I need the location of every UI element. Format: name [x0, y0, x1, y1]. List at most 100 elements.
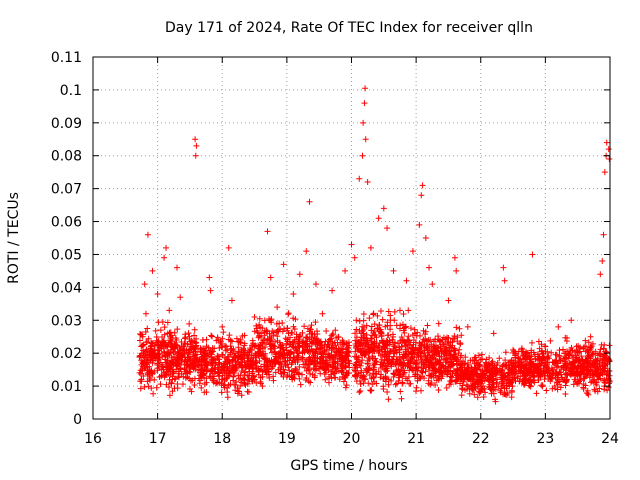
data-point [601, 365, 608, 372]
data-point [218, 389, 225, 396]
data-point [238, 356, 245, 363]
data-point [277, 344, 284, 351]
x-tick-label: 18 [213, 431, 231, 447]
data-point [535, 376, 542, 383]
data-point [377, 361, 384, 368]
data-point [538, 355, 545, 362]
data-points [136, 85, 613, 405]
data-point [511, 348, 518, 355]
data-point [264, 228, 271, 235]
data-point [161, 331, 168, 338]
data-point [356, 175, 363, 182]
data-point [577, 370, 584, 377]
data-point [305, 348, 312, 355]
data-point [241, 342, 248, 349]
data-point [231, 381, 238, 388]
data-point [414, 375, 421, 382]
data-point [371, 321, 378, 328]
data-point [325, 363, 332, 370]
data-point [453, 358, 460, 365]
data-point [287, 348, 294, 355]
data-point [360, 335, 367, 342]
data-point [142, 310, 149, 317]
data-point [458, 332, 465, 339]
data-point [492, 396, 499, 403]
data-point [436, 338, 443, 345]
data-point [462, 354, 469, 361]
data-point [401, 360, 408, 367]
data-point [392, 348, 399, 355]
data-point [137, 352, 144, 359]
data-point [212, 360, 219, 367]
data-point [270, 373, 277, 380]
data-point [389, 331, 396, 338]
data-point [458, 385, 465, 392]
data-point [235, 372, 242, 379]
data-point [175, 368, 182, 375]
data-point [407, 339, 414, 346]
data-point [281, 350, 288, 357]
data-point [198, 353, 205, 360]
data-point [360, 380, 367, 387]
data-point [317, 339, 324, 346]
data-point [277, 353, 284, 360]
data-point [215, 359, 222, 366]
data-point [248, 347, 255, 354]
data-point [580, 369, 587, 376]
data-point [386, 337, 393, 344]
y-tick-label: 0.05 [51, 247, 82, 263]
data-point [302, 341, 309, 348]
x-tick-label: 17 [149, 431, 167, 447]
data-point [360, 119, 367, 126]
data-point [306, 198, 313, 205]
data-point [423, 357, 430, 364]
data-point [367, 387, 374, 394]
data-point [342, 267, 349, 274]
data-point [537, 365, 544, 372]
data-point [214, 334, 221, 341]
data-point [356, 378, 363, 385]
data-point [323, 327, 330, 334]
data-point [345, 349, 352, 356]
data-point [568, 317, 575, 324]
data-point [563, 337, 570, 344]
data-point [482, 389, 489, 396]
data-point [217, 339, 224, 346]
data-point [419, 182, 426, 189]
data-point [352, 362, 359, 369]
data-point [353, 317, 360, 324]
data-point [191, 332, 198, 339]
data-point [231, 370, 238, 377]
y-tick-label: 0.04 [51, 280, 82, 296]
data-point [194, 345, 201, 352]
data-point [446, 344, 453, 351]
data-point [356, 389, 363, 396]
data-point [219, 376, 226, 383]
data-point [172, 375, 179, 382]
data-point [399, 373, 406, 380]
data-point [370, 311, 377, 318]
y-tick-label: 0.07 [51, 182, 82, 198]
data-point [146, 356, 153, 363]
data-point [253, 343, 260, 350]
data-point [523, 369, 530, 376]
data-point [452, 354, 459, 361]
data-point [280, 373, 287, 380]
data-point [266, 374, 273, 381]
data-point [270, 329, 277, 336]
data-point [230, 346, 237, 353]
data-point [225, 336, 232, 343]
data-point [327, 371, 334, 378]
data-point [157, 342, 164, 349]
data-point [183, 366, 190, 373]
data-point [426, 354, 433, 361]
data-point [311, 374, 318, 381]
data-point [136, 337, 143, 344]
y-tick-label: 0.01 [51, 379, 82, 395]
data-point [292, 358, 299, 365]
data-point [198, 346, 205, 353]
data-point [566, 352, 573, 359]
data-point [309, 357, 316, 364]
data-point [422, 235, 429, 241]
data-point [268, 343, 275, 350]
